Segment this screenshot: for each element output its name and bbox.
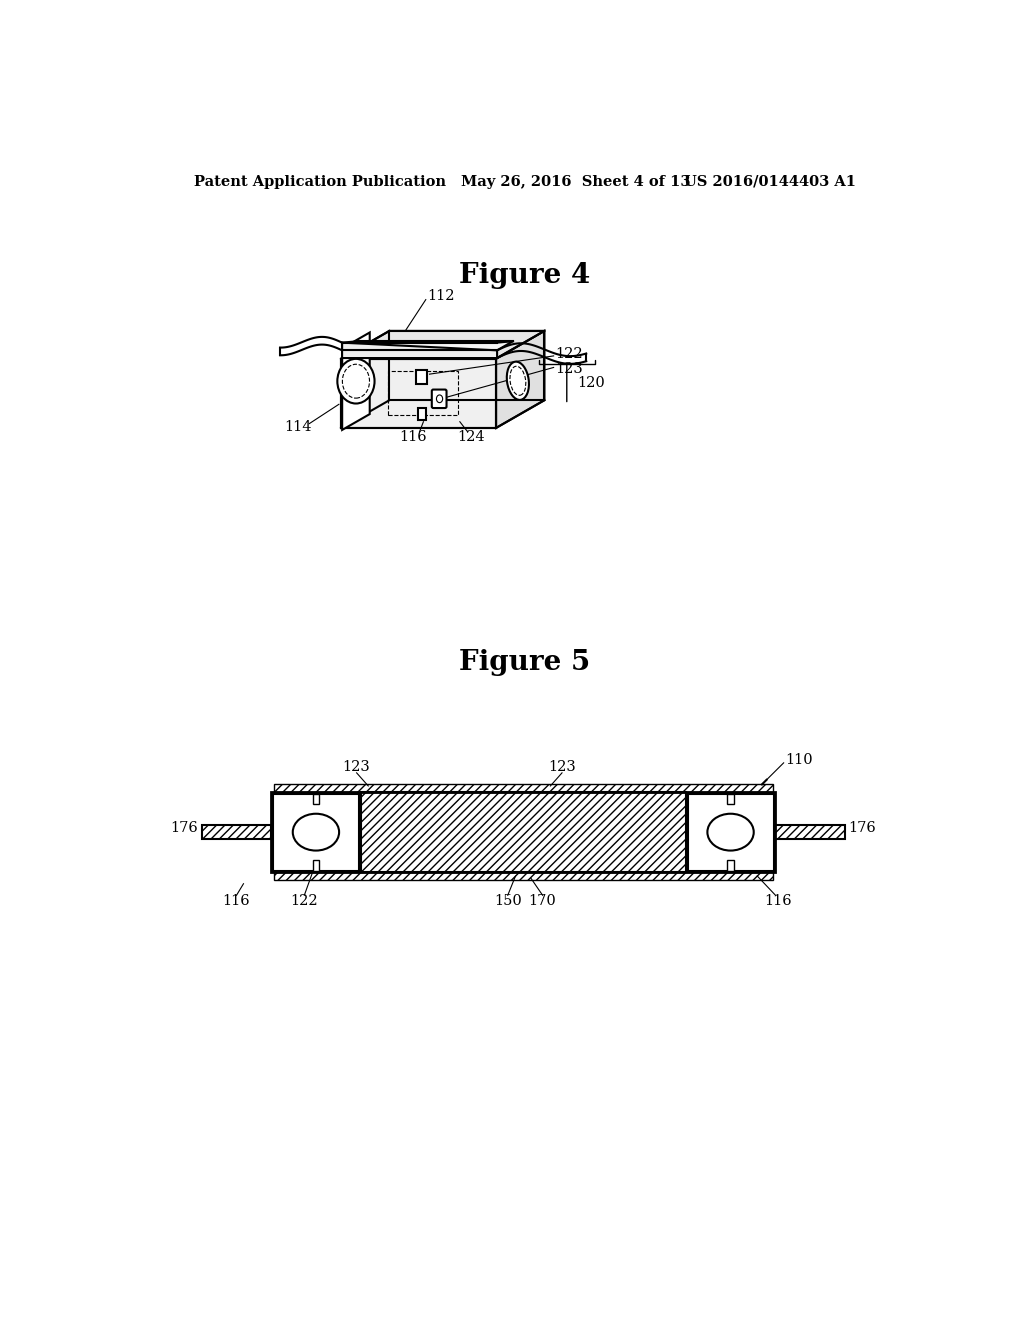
Bar bbox=[775, 825, 845, 840]
Polygon shape bbox=[342, 341, 513, 350]
Text: 123: 123 bbox=[548, 760, 575, 775]
Text: 176: 176 bbox=[849, 821, 877, 836]
Polygon shape bbox=[496, 331, 545, 428]
FancyBboxPatch shape bbox=[432, 389, 446, 408]
Bar bbox=[360, 792, 686, 873]
Text: 114: 114 bbox=[284, 420, 311, 434]
Text: Patent Application Publication: Patent Application Publication bbox=[194, 174, 445, 189]
Text: Figure 5: Figure 5 bbox=[459, 649, 591, 676]
Text: 176: 176 bbox=[170, 821, 198, 836]
Bar bbox=[727, 859, 733, 871]
Ellipse shape bbox=[337, 359, 375, 404]
Text: 112: 112 bbox=[427, 289, 455, 302]
Text: 170: 170 bbox=[528, 895, 556, 908]
Bar bbox=[727, 793, 733, 804]
Text: 150: 150 bbox=[494, 895, 521, 908]
Bar bbox=[418, 408, 426, 420]
Text: 122: 122 bbox=[291, 895, 318, 908]
Text: 116: 116 bbox=[399, 430, 427, 444]
Bar bbox=[202, 825, 271, 840]
Polygon shape bbox=[342, 333, 370, 430]
Ellipse shape bbox=[708, 813, 754, 850]
Bar bbox=[417, 371, 427, 384]
Text: 124: 124 bbox=[457, 430, 484, 444]
Text: 123: 123 bbox=[555, 362, 583, 376]
Bar bbox=[273, 873, 773, 880]
Bar bbox=[313, 859, 319, 871]
Polygon shape bbox=[341, 359, 496, 428]
Bar bbox=[273, 784, 773, 792]
Text: May 26, 2016  Sheet 4 of 13: May 26, 2016 Sheet 4 of 13 bbox=[461, 174, 691, 189]
Text: Figure 4: Figure 4 bbox=[459, 261, 591, 289]
Text: 116: 116 bbox=[764, 895, 792, 908]
Text: 110: 110 bbox=[785, 752, 813, 767]
Polygon shape bbox=[271, 792, 775, 873]
Text: 116: 116 bbox=[222, 895, 250, 908]
Bar bbox=[313, 793, 319, 804]
Text: 120: 120 bbox=[577, 376, 604, 389]
Bar bbox=[687, 793, 773, 871]
Bar bbox=[273, 793, 359, 871]
Polygon shape bbox=[341, 331, 545, 359]
Text: 122: 122 bbox=[555, 347, 583, 360]
Text: US 2016/0144403 A1: US 2016/0144403 A1 bbox=[684, 174, 856, 189]
Ellipse shape bbox=[293, 813, 339, 850]
Ellipse shape bbox=[507, 362, 529, 400]
Text: 123: 123 bbox=[343, 760, 371, 775]
Polygon shape bbox=[342, 343, 497, 358]
